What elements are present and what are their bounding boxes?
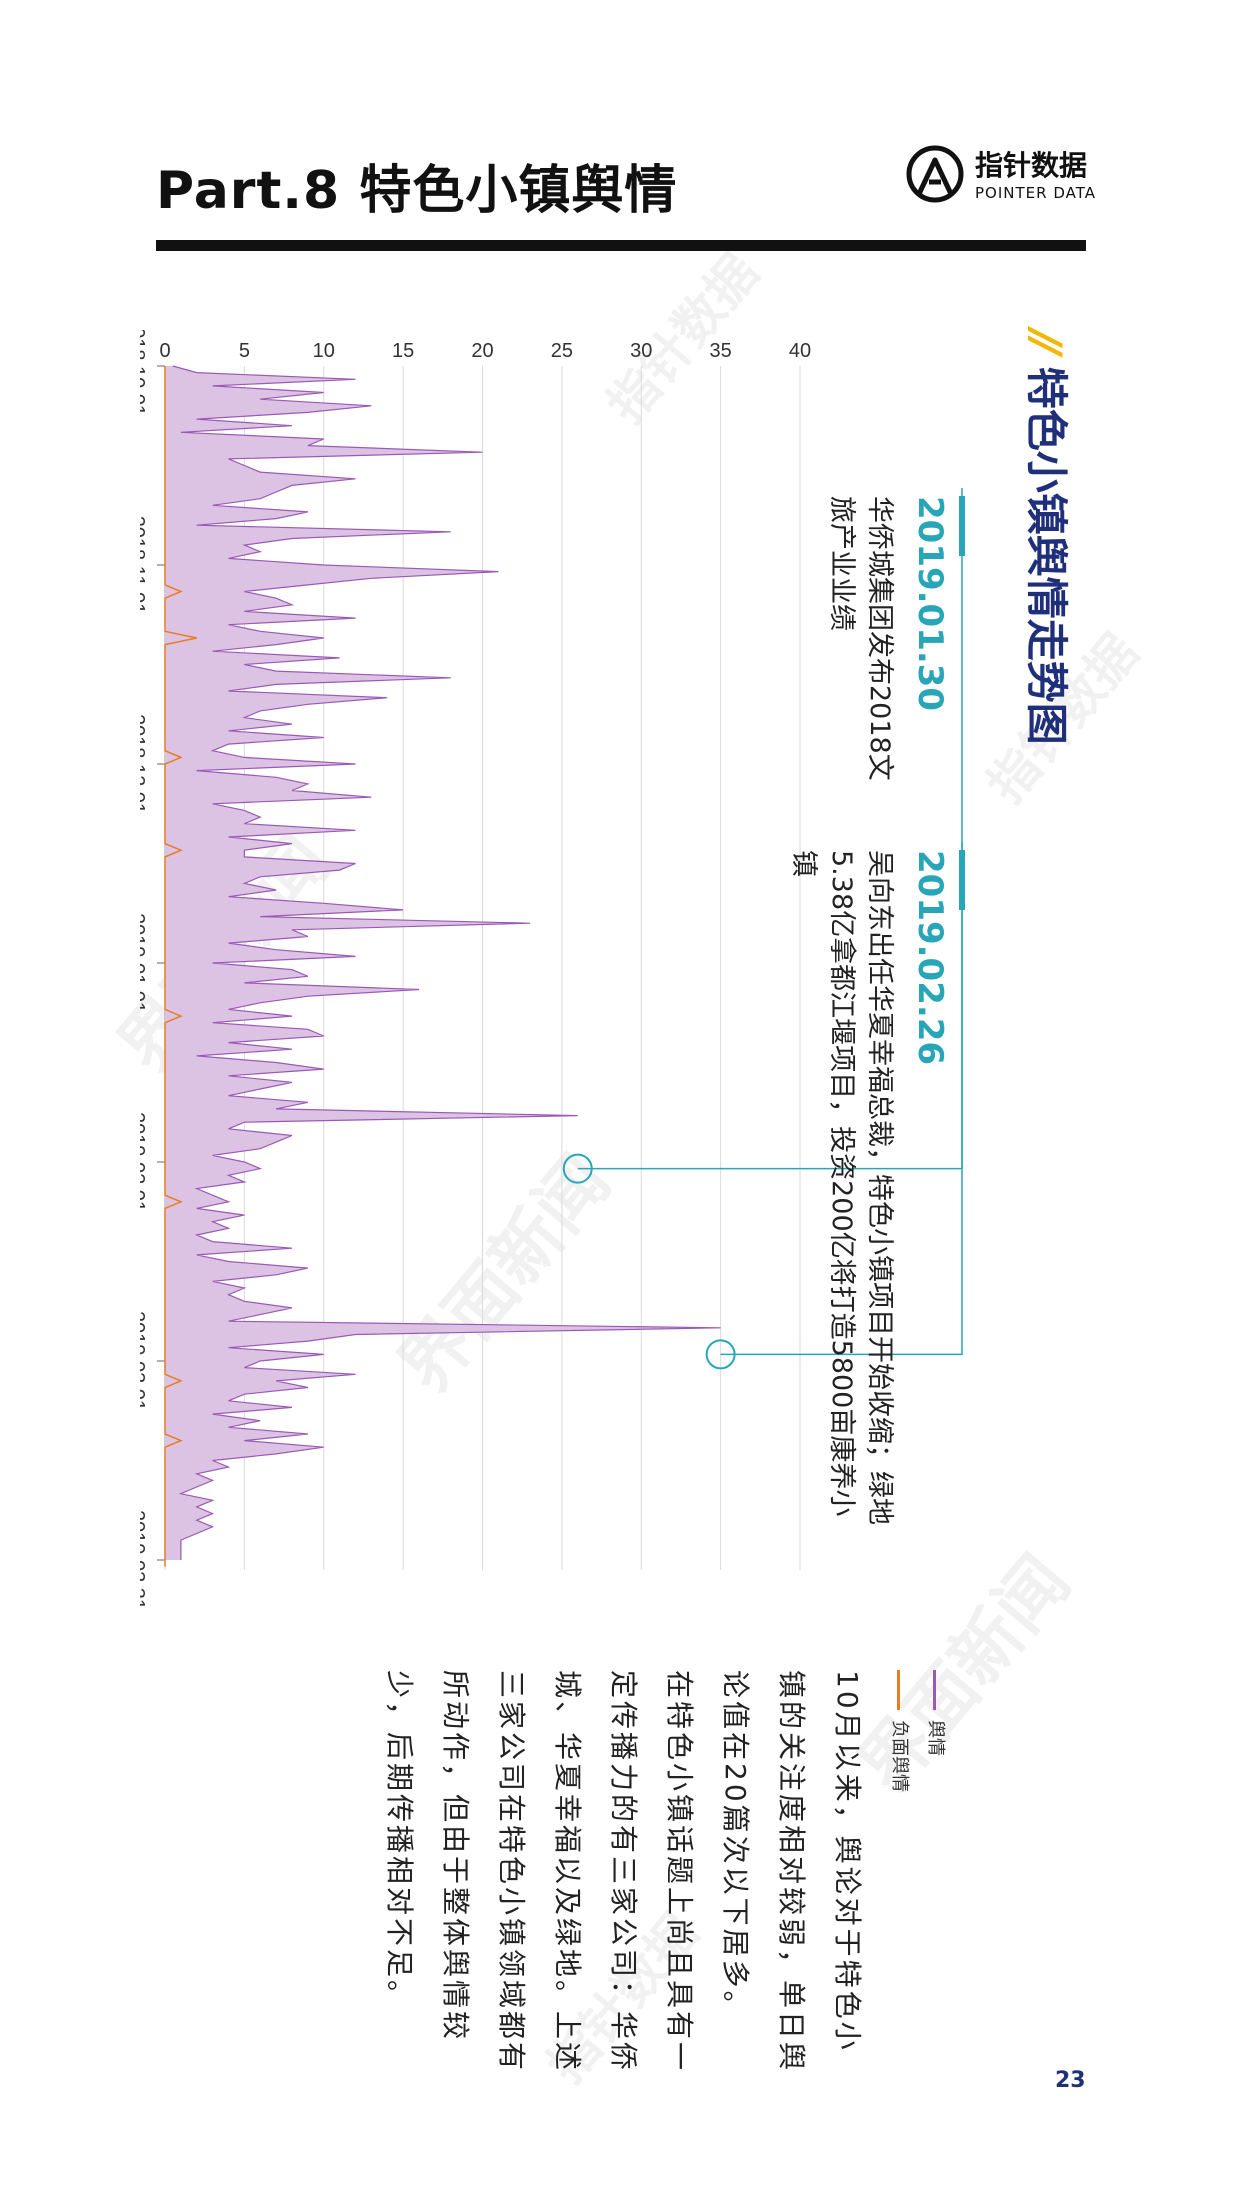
pointer-logo-icon bbox=[906, 145, 964, 203]
legend-line-icon bbox=[933, 1670, 937, 1710]
x-tick-label: 2019.03.01 bbox=[140, 1311, 148, 1411]
y-tick-label: 25 bbox=[551, 340, 573, 362]
commentary: 10月以来，舆论对于特色小镇的关注度相对较弱，单日舆论值在20篇次以下居多。 在… bbox=[371, 1670, 875, 2080]
brand-logo: 指针数据 POINTER DATA bbox=[905, 140, 1105, 210]
series-area-main bbox=[165, 366, 721, 1560]
page-title: Part.8 特色小镇舆情 bbox=[156, 161, 678, 221]
y-tick-label: 0 bbox=[159, 340, 170, 362]
series-line-negative bbox=[164, 366, 197, 1567]
y-tick-label: 35 bbox=[710, 340, 732, 362]
annotation-text-2: 吴向东出任华夏幸福总裁，特色小镇项目开始收缩；绿地5.38亿拿都江堰项目，投资2… bbox=[788, 850, 895, 1525]
annotation-date-1: 2019.01.30 bbox=[910, 496, 950, 712]
x-tick-label: 2018.12.01 bbox=[140, 714, 148, 814]
y-tick-label: 5 bbox=[239, 340, 250, 362]
x-tick-label: 2018.10.01 bbox=[140, 330, 148, 416]
annotation-marker bbox=[959, 496, 965, 556]
legend-item-main: 舆情 bbox=[924, 1670, 950, 1756]
chart-section: 0 5 10 15 20 25 30 35 40 2018.10.01 2018.11.01 2018… bbox=[140, 330, 1090, 2090]
annotation-leader bbox=[577, 488, 963, 1170]
legend-item-negative: 负面舆情 bbox=[888, 1670, 914, 1792]
chart-title: //特色小镇舆情走势图 bbox=[1022, 330, 1071, 745]
annotation-text-1: 华侨城集团发布2018文旅产业业绩 bbox=[826, 496, 895, 781]
y-tick-label: 15 bbox=[392, 340, 414, 362]
series-line-main bbox=[172, 365, 721, 1560]
y-tick-label: 20 bbox=[471, 340, 493, 362]
trend-chart: 0 5 10 15 20 25 30 35 40 2018.10.01 2018.11.01 2018… bbox=[140, 330, 963, 1610]
commentary-paragraph-2: 在特色小镇话题上尚且具有一定传播力的有三家公司：华侨城、华夏幸福以及绿地。上述三… bbox=[383, 1670, 696, 2074]
x-tick-label: 2019.01.01 bbox=[140, 913, 148, 1013]
annotation-leader bbox=[720, 842, 963, 1356]
title-accent-icon: // bbox=[1022, 330, 1071, 349]
legend-line-icon bbox=[897, 1670, 901, 1710]
x-tick-label: 2019.02.01 bbox=[140, 1112, 148, 1212]
y-tick-label: 40 bbox=[789, 340, 811, 362]
page-number: 23 bbox=[1055, 2068, 1086, 2093]
x-tick-label: 2018.11.01 bbox=[140, 516, 148, 615]
logo-name-cn: 指针数据 bbox=[975, 149, 1088, 182]
y-tick-label: 30 bbox=[630, 340, 652, 362]
annotation-point-marker bbox=[705, 1339, 736, 1370]
y-tick-label: 10 bbox=[313, 340, 335, 362]
header-divider bbox=[156, 240, 1086, 251]
x-tick-label: 2019.03.31 bbox=[140, 1510, 148, 1610]
annotation-marker bbox=[959, 850, 965, 910]
annotation-date-2: 2019.02.26 bbox=[910, 850, 950, 1066]
annotation-point-marker bbox=[562, 1153, 593, 1184]
logo-name-en: POINTER DATA bbox=[975, 184, 1096, 202]
commentary-paragraph-1: 10月以来，舆论对于特色小镇的关注度相对较弱，单日舆论值在20篇次以下居多。 bbox=[719, 1670, 864, 2074]
